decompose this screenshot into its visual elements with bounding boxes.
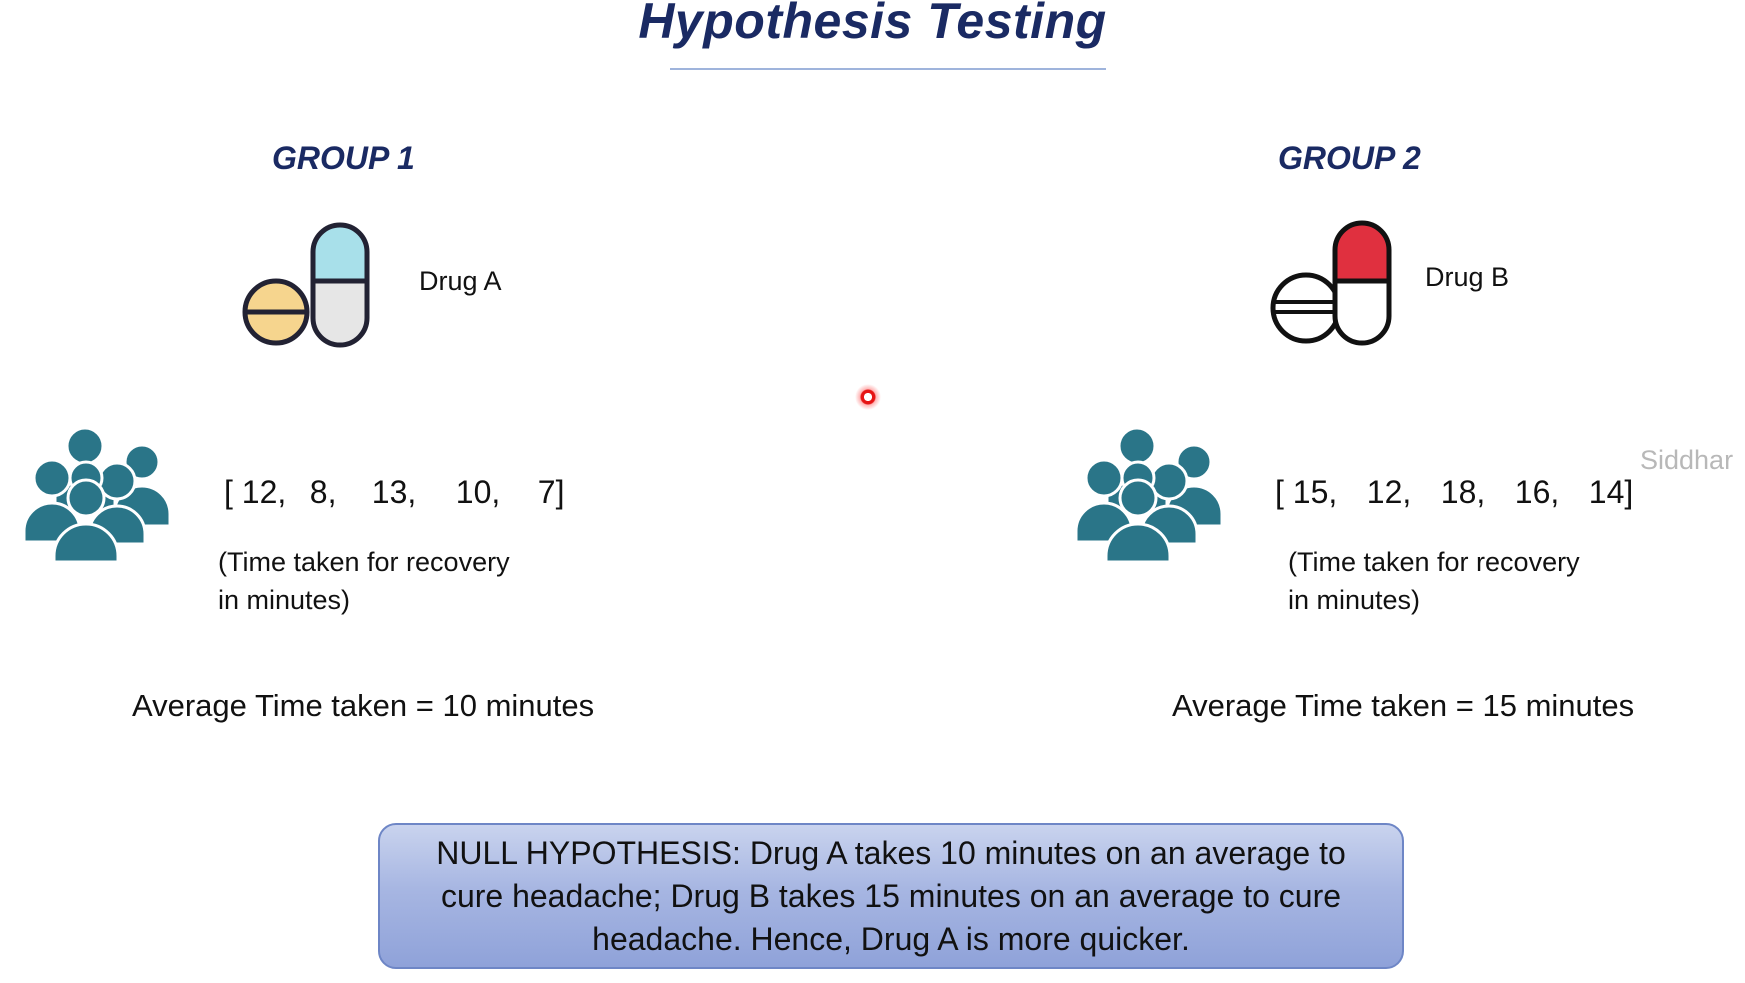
drug-a-pill-icon xyxy=(240,216,372,350)
caption-line: in minutes) xyxy=(218,585,351,615)
group-1-value: 8, xyxy=(309,474,337,510)
group-1-value: 10, xyxy=(455,474,501,510)
caption-line: (Time taken for recovery xyxy=(1288,547,1580,577)
group-2-caption: (Time taken for recovery in minutes) xyxy=(1288,543,1580,619)
group-2-data-list: [ 15, 12, 18, 16, 14 ] xyxy=(1275,474,1633,511)
page-title: Hypothesis Testing xyxy=(638,0,1107,49)
group-1-caption: (Time taken for recovery in minutes) xyxy=(218,543,510,619)
group-2-people-icon xyxy=(1074,426,1226,564)
group-2-value: 15, xyxy=(1292,474,1338,510)
open-bracket: [ xyxy=(224,474,242,510)
group-2-average: Average Time taken = 15 minutes xyxy=(1172,688,1635,723)
group-1-value: 13, xyxy=(371,474,417,510)
group-1-average: Average Time taken = 10 minutes xyxy=(132,688,595,723)
close-bracket: ] xyxy=(1624,474,1634,510)
null-hypothesis-box: NULL HYPOTHESIS: Drug A takes 10 minutes… xyxy=(378,823,1404,969)
group-1-people-icon xyxy=(22,426,174,564)
group-1-heading: GROUP 1 xyxy=(272,140,415,176)
group-2-value: 16, xyxy=(1514,474,1560,510)
group-2-value: 14 xyxy=(1588,474,1625,510)
group-1-value: 12, xyxy=(241,474,287,510)
laser-pointer-dot xyxy=(855,384,881,410)
group-1-value: 7 xyxy=(537,474,556,510)
drug-b-pill-icon xyxy=(1268,216,1400,350)
group-2-value: 12, xyxy=(1366,474,1412,510)
drug-b-label: Drug B xyxy=(1425,262,1510,292)
caption-line: in minutes) xyxy=(1288,585,1421,615)
watermark: Siddhar xyxy=(1640,445,1734,475)
group-2-heading: GROUP 2 xyxy=(1278,140,1421,176)
group-2-value: 18, xyxy=(1440,474,1486,510)
group-1-data-list: [ 12, 8, 13, 10, 7 ] xyxy=(224,474,564,511)
null-hypothesis-text: NULL HYPOTHESIS: Drug A takes 10 minutes… xyxy=(436,834,1346,957)
close-bracket: ] xyxy=(555,474,565,510)
drug-a-label: Drug A xyxy=(419,266,502,296)
title-underline xyxy=(670,68,1106,70)
caption-line: (Time taken for recovery xyxy=(218,547,510,577)
open-bracket: [ xyxy=(1275,474,1293,510)
